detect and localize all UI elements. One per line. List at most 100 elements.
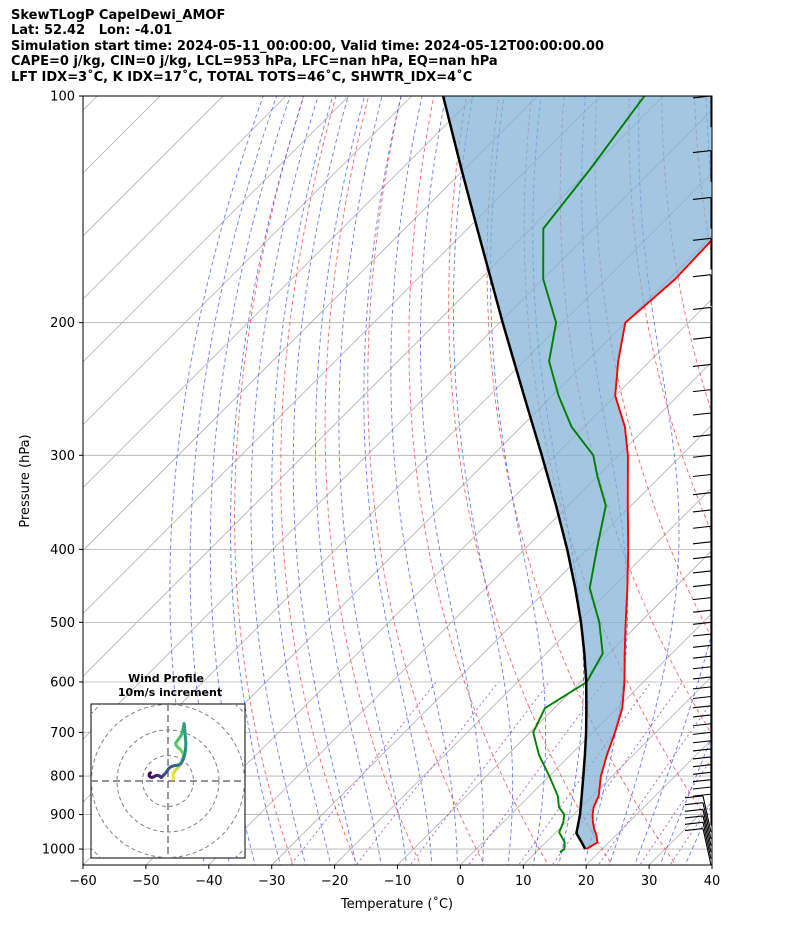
wind-barb-flag [692,363,712,368]
wind-barb [684,808,712,846]
wind-barb [692,621,712,654]
moist-adiabat-lines [169,96,712,865]
x-tick-label: −50 [132,874,159,889]
moist-adiabat-line [230,96,305,865]
moist-adiabat-line [169,96,264,865]
wind-barb-flag [692,412,712,416]
mixing-ratio-line [355,681,499,865]
dry-adiabat-line [324,96,422,865]
dry-adiabat-line [234,96,304,865]
moist-adiabat-line [608,96,680,865]
isotherm-line [711,864,712,865]
mixing-ratio-line [290,681,437,865]
wind-barb [692,454,712,487]
wind-barb-flag [692,655,712,659]
moist-adiabat-line [292,96,357,865]
wind-barb [692,644,712,677]
x-tick-label: −20 [321,874,348,889]
wind-barb-staff [702,795,712,833]
wind-barb-flag [692,150,712,154]
mixing-ratio-line [639,757,712,865]
wind-barb-flag [684,808,704,812]
wind-barb [692,389,712,421]
wind-barbs [684,95,712,866]
hodograph-inset: Wind Profile 10m/s increment [90,672,246,859]
wind-barb [692,633,712,666]
isotherm-line [334,487,712,865]
wind-barb-flag [692,644,712,648]
moist-adiabat-line [420,96,484,865]
wind-barb-staff [702,822,712,859]
isotherm-line [83,96,413,426]
moist-adiabat-line [390,96,458,865]
isotherm-line [0,62,6,869]
mixing-ratio-line [669,801,712,865]
x-tick-label: 40 [704,874,721,889]
dry-adiabat-line [280,96,358,865]
profile-series [441,96,712,854]
y-tick-label: 900 [50,808,75,823]
y-tick-label: 400 [50,543,75,558]
dry-adiabat-line [725,62,794,869]
wind-barb-flag [692,705,712,709]
x-tick-label: −60 [69,874,96,889]
stability-indices-line: LFT IDX=3˚C, K IDX=17˚C, TOTAL TOTS=46˚C… [11,69,473,85]
cape-shading [443,96,712,849]
dry-adiabat-line [789,62,794,869]
x-tick-label: 10 [515,874,532,889]
wind-barb-flag [692,609,712,613]
moist-adiabat-line [709,860,712,865]
wind-barb-flag [692,237,712,241]
wind-barb-flag [692,570,712,574]
wind-barb [692,609,712,642]
wind-barb [692,740,712,772]
wind-barb-flag [692,274,712,278]
wind-barb [692,336,712,369]
wind-barb-flag [692,336,712,340]
wind-barb-flag [692,771,712,775]
wind-barb-flag [692,740,712,744]
wind-barb-staff [702,828,712,866]
dry-adiabat-line [486,96,677,865]
isotherm-line [522,675,712,865]
wind-barb [692,363,712,396]
y-tick-label: 800 [50,770,75,785]
y-tick-label: 100 [50,90,75,105]
y-axis-label: Pressure (hPa) [18,434,33,527]
mixing-ratio-line [467,681,605,865]
mixing-ratio-line [518,681,652,865]
hodograph-rings [91,704,245,858]
isotherm-line [396,549,712,865]
hodograph-title: Wind Profile [128,672,204,685]
wind-barb-flag [692,434,712,438]
moist-adiabat-line [209,96,291,865]
wind-barb [684,802,712,840]
wind-barb-flag [692,686,712,690]
cape-cin-area [443,96,712,849]
convective-indices-line: CAPE=0 j/kg, CIN=0 j/kg, LCL=953 hPa, LF… [11,54,498,70]
isotherm-line [83,96,287,300]
isotherm-line [271,424,712,865]
moist-adiabat-line [634,96,712,865]
isotherm-line [83,96,224,237]
chart-header: SkewTLogP CapelDewi_AMOF Lat: 52.42 Lon:… [11,8,604,85]
isotherm-line [83,96,476,489]
wind-barb-flag [692,731,712,735]
wind-barb-staff [702,802,712,840]
wind-barb [692,274,712,306]
y-axis-ticks: 100 200 300 400 500 600 700 800 900 1000 [42,90,83,858]
mixing-ratio-line [409,681,550,865]
x-tick-label: 30 [641,874,658,889]
x-tick-label: 20 [578,874,595,889]
wind-barb-flag [692,633,712,637]
x-tick-label: −10 [384,874,411,889]
wind-barb [684,828,712,866]
wind-barb-flag [692,196,712,200]
isotherm-line [0,62,69,869]
moist-adiabat-line [452,96,514,865]
plot-area [0,62,794,869]
dry-adiabat-line [628,96,712,535]
wind-barb-flag [684,828,704,832]
x-tick-label: −40 [195,874,222,889]
